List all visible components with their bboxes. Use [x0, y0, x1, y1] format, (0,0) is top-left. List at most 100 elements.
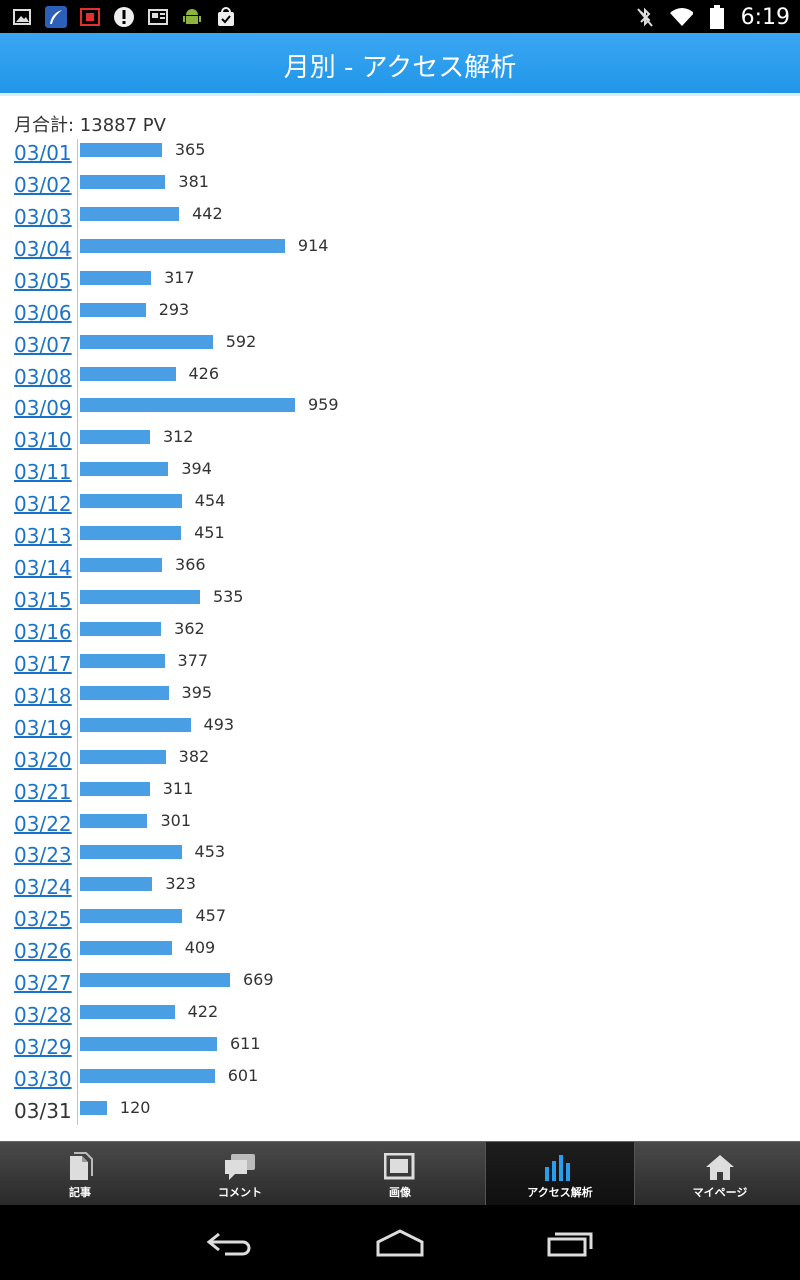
date-link[interactable]: 03/25	[14, 907, 72, 932]
bar-value-label: 301	[160, 810, 192, 830]
date-link[interactable]: 03/13	[14, 524, 72, 549]
date-link[interactable]: 03/26	[14, 939, 72, 964]
bar	[80, 334, 213, 349]
bar	[80, 238, 285, 253]
chart-row: 03/16 362	[0, 618, 800, 650]
bar	[80, 941, 172, 956]
bar-value-label: 451	[194, 523, 225, 543]
bar	[80, 430, 150, 445]
date-link[interactable]: 03/05	[14, 268, 72, 293]
home-icon[interactable]	[370, 1225, 430, 1261]
tab-images[interactable]: 画像	[320, 1142, 480, 1206]
date-link[interactable]: 03/19	[14, 715, 72, 740]
date-link[interactable]: 03/27	[14, 971, 72, 996]
chart-row: 03/14 366	[0, 554, 800, 586]
back-icon[interactable]	[200, 1225, 260, 1261]
tab-articles[interactable]: 記事	[0, 1142, 160, 1206]
monthly-access-panel[interactable]: 月合計: 13887 PV 03/01 365 03/02 381 03/03 442 03…	[0, 99, 800, 1141]
chart-row: 03/20 382	[0, 746, 800, 778]
system-icons: 6:19	[633, 2, 790, 32]
date-link[interactable]: 03/24	[14, 875, 72, 900]
bar	[80, 494, 182, 509]
comment-icon	[222, 1152, 258, 1182]
monthly-total: 月合計: 13887 PV	[14, 115, 166, 136]
system-nav-bar	[0, 1205, 800, 1280]
date-link[interactable]: 03/17	[14, 651, 72, 676]
chart-row: 03/26 409	[0, 937, 800, 969]
date-link[interactable]: 03/15	[14, 588, 72, 613]
chart-row: 03/21 311	[0, 778, 800, 810]
chart-row: 03/07 592	[0, 331, 800, 363]
date-link[interactable]: 03/06	[14, 300, 72, 325]
recent-apps-icon[interactable]	[540, 1225, 600, 1261]
bar-value-label: 535	[212, 587, 244, 607]
film-icon	[78, 6, 102, 28]
date-link[interactable]: 03/10	[14, 428, 72, 453]
date-link[interactable]: 03/04	[14, 236, 72, 261]
date-link[interactable]: 03/02	[14, 172, 72, 197]
chart-row: 03/11 394	[0, 458, 800, 490]
bar-value-label: 592	[225, 331, 257, 351]
bar	[80, 621, 162, 636]
chart-row: 03/03 442	[0, 203, 800, 235]
date-link[interactable]: 03/12	[14, 492, 72, 517]
date-link[interactable]: 03/29	[14, 1035, 72, 1060]
tab-label: 画像	[389, 1186, 411, 1199]
battery-icon	[705, 5, 729, 29]
page-title: 月別 - アクセス解析	[283, 53, 517, 83]
bar-value-label: 365	[174, 140, 206, 159]
bar	[80, 973, 230, 988]
bar	[80, 558, 163, 573]
feather-app-icon	[44, 6, 68, 28]
bar	[80, 302, 146, 317]
chart-row: 03/19 493	[0, 714, 800, 746]
date-link[interactable]: 03/20	[14, 747, 72, 772]
chart-row: 03/12 454	[0, 490, 800, 522]
bar-value-label: 669	[242, 970, 274, 990]
tab-label: コメント	[218, 1186, 262, 1199]
bar-value-label: 120	[119, 1097, 151, 1117]
date-link[interactable]: 03/08	[14, 364, 72, 389]
chart-row: 03/24 323	[0, 873, 800, 905]
bar-value-label: 454	[194, 491, 226, 511]
date-link[interactable]: 03/09	[14, 396, 72, 421]
bar	[80, 1068, 215, 1083]
chart-row: 03/06 293	[0, 299, 800, 331]
chart-row: 03/04 914	[0, 235, 800, 267]
bar-value-label: 493	[203, 714, 235, 734]
date-link[interactable]: 03/22	[14, 811, 72, 836]
date-link[interactable]: 03/03	[14, 204, 72, 229]
date-link[interactable]: 03/30	[14, 1066, 72, 1091]
bar	[80, 813, 148, 828]
bar	[80, 143, 162, 157]
bar	[80, 398, 295, 413]
tab-access-analysis[interactable]: アクセス解析	[485, 1142, 635, 1206]
date-link[interactable]: 03/23	[14, 843, 72, 868]
date-link[interactable]: 03/16	[14, 619, 72, 644]
date-link[interactable]: 03/14	[14, 556, 72, 581]
bar	[80, 909, 183, 924]
tab-label: アクセス解析	[527, 1186, 593, 1199]
date-link[interactable]: 03/21	[14, 779, 72, 804]
date-link: 03/31	[14, 1098, 72, 1123]
gallery-icon	[10, 6, 34, 28]
date-link[interactable]: 03/01	[14, 141, 72, 165]
date-link[interactable]: 03/18	[14, 683, 72, 708]
bar-value-label: 377	[177, 650, 209, 670]
bar	[80, 749, 166, 764]
bar-value-label: 601	[227, 1065, 259, 1085]
bar	[80, 590, 200, 605]
tab-my-page[interactable]: マイページ	[640, 1142, 800, 1206]
date-link[interactable]: 03/07	[14, 332, 72, 357]
bar-value-label: 409	[184, 938, 216, 958]
date-link[interactable]: 03/28	[14, 1003, 72, 1028]
image-icon	[382, 1152, 418, 1182]
tab-comments[interactable]: コメント	[160, 1142, 320, 1206]
bar	[80, 1100, 107, 1115]
chart-row: 03/31 120	[0, 1097, 800, 1129]
chart-row: 03/23 453	[0, 841, 800, 873]
tab-label: マイページ	[692, 1186, 748, 1199]
date-link[interactable]: 03/11	[14, 460, 72, 485]
bar	[80, 653, 165, 668]
chart-row: 03/18 395	[0, 682, 800, 714]
